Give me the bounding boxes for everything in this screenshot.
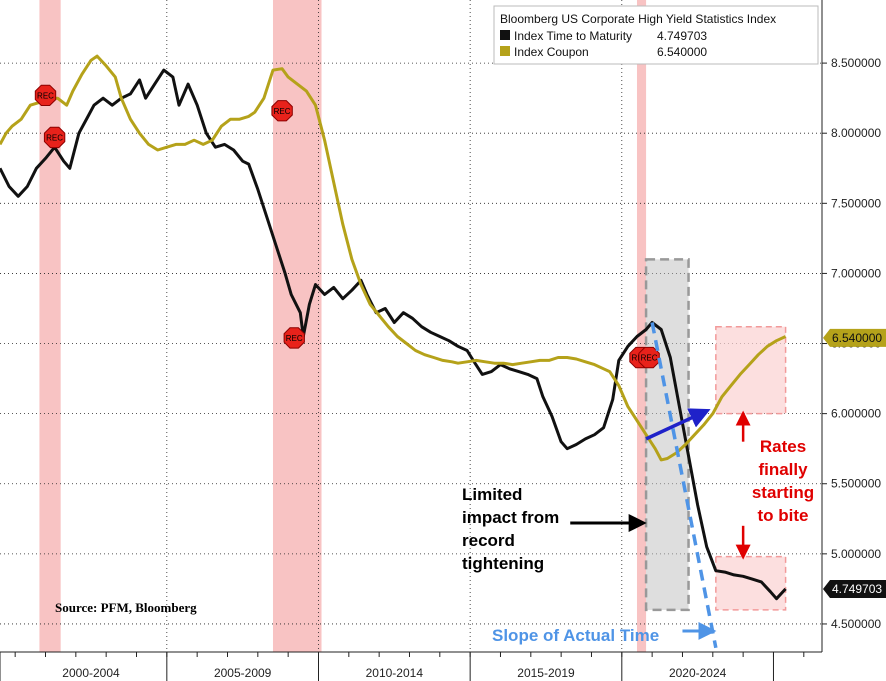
- last-value-text: 4.749703: [832, 582, 882, 596]
- y-tick-label: 5.500000: [831, 477, 881, 491]
- x-tick-label: 2020-2024: [669, 666, 727, 680]
- last-value-tag-maturity: [823, 579, 886, 598]
- y-tick-label: 8.000000: [831, 126, 881, 140]
- series-lines: [0, 54, 787, 601]
- annotation-line: Limited: [462, 485, 522, 504]
- legend-value-coupon: 6.540000: [657, 45, 707, 59]
- rec-marker: [283, 327, 305, 349]
- rec-marker: [638, 346, 660, 369]
- annotation-boxes: [644, 258, 787, 612]
- coupon-line: [0, 54, 787, 462]
- x-tick-label: 2000-2004: [62, 666, 120, 680]
- rates-box-bottom: [715, 555, 787, 611]
- time-to-maturity-line: [0, 68, 787, 601]
- source-note: Source: PFM, Bloomberg: [55, 600, 197, 615]
- limited-impact-annotation: Limited impact from record tightening: [462, 485, 559, 573]
- annotation-line: tightening: [462, 554, 544, 573]
- legend-label-coupon: Index Coupon: [514, 45, 589, 59]
- legend-box: [493, 5, 819, 65]
- recession-bands: [39, 0, 647, 652]
- y-tick-label: 7.500000: [831, 196, 881, 210]
- rec-label: REC: [46, 133, 63, 142]
- annotation-line: to bite: [758, 506, 809, 525]
- annotation-line: finally: [758, 460, 808, 479]
- legend-swatch-time-to-maturity: [500, 30, 510, 40]
- annotation-line: starting: [752, 483, 814, 502]
- rates-bite-annotation: Rates finally starting to bite: [752, 437, 814, 525]
- legend-swatch-coupon: [500, 46, 510, 56]
- rec-marker: [34, 84, 57, 106]
- annotation-line: record: [462, 531, 515, 550]
- y-tick-label: 6.000000: [831, 407, 881, 421]
- rec-label: REC: [286, 334, 303, 343]
- slope-annotation: Slope of Actual Time: [492, 626, 659, 645]
- x-axis: 2000-2004 2005-2009 2010-2014 2015-2019 2020…: [0, 651, 822, 681]
- y-tick-label: 7.000000: [831, 266, 881, 280]
- rates-box-top: [715, 325, 787, 415]
- annotation-line: impact from: [462, 508, 559, 527]
- legend-title: Bloomberg US Corporate High Yield Statis…: [500, 12, 776, 26]
- y-tick-label: 4.500000: [831, 617, 881, 631]
- x-tick-label: 2005-2009: [214, 666, 272, 680]
- annotation-line: Rates: [760, 437, 806, 456]
- last-value-text: 6.540000: [832, 331, 882, 345]
- legend-label-time-to-maturity: Index Time to Maturity: [514, 29, 632, 43]
- annotations: Limited impact from record tightening Rates…: [55, 437, 814, 645]
- y-axis: 4.5000005.0000005.5000006.0000006.500000…: [821, 0, 886, 652]
- legend: Bloomberg US Corporate High Yield Statis…: [493, 5, 819, 65]
- rec-marker: [271, 100, 293, 122]
- annotation-arrows: [570, 322, 751, 649]
- x-tick-label: 2010-2014: [366, 666, 424, 680]
- blue-arrow: [645, 408, 711, 441]
- last-value-tag-coupon: [823, 328, 886, 347]
- slope-line: [650, 322, 718, 649]
- recession-band: [39, 0, 61, 652]
- rec-marker: [43, 126, 66, 149]
- x-tick-label: 2015-2019: [517, 666, 575, 680]
- recession-band: [636, 0, 647, 652]
- y-tick-label: 5.000000: [831, 547, 881, 561]
- rec-label: REC: [37, 91, 54, 100]
- y-tick-label: 8.500000: [831, 56, 881, 70]
- recession-markers: RECRECRECRECRECREC: [34, 84, 660, 369]
- rec-label: REC: [274, 107, 291, 116]
- legend-value-time-to-maturity: 4.749703: [657, 29, 707, 43]
- rec-label: REC: [641, 354, 658, 363]
